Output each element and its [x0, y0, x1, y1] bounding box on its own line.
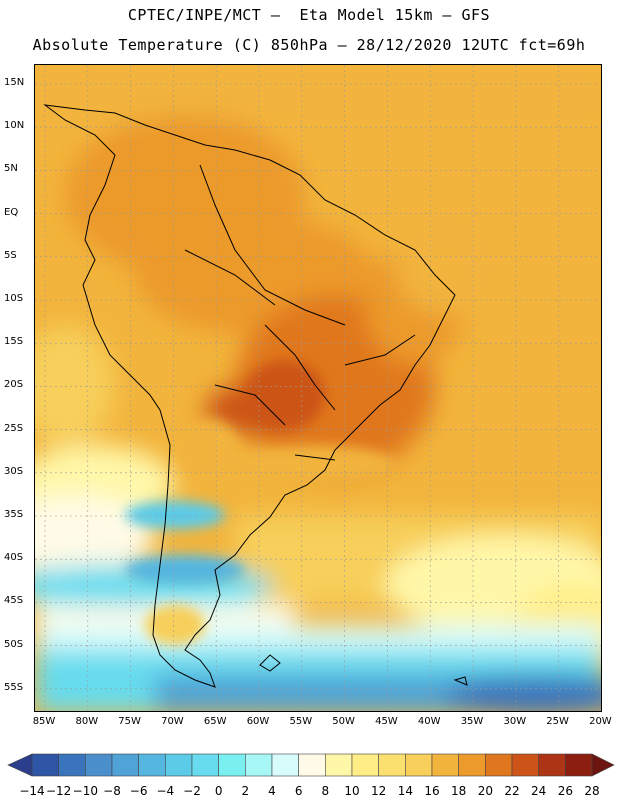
colorbar-swatch: [138, 753, 166, 777]
longitude-label: 40W: [417, 716, 441, 727]
colorbar-swatch: [485, 753, 513, 777]
colorbar-swatch: [58, 753, 86, 777]
colorbar-label: 20: [477, 784, 493, 798]
colorbar-arrow-low: [7, 753, 33, 777]
chart-title: CPTEC/INPE/MCT – Eta Model 15km – GFS: [127, 6, 491, 24]
longitude-label: 70W: [161, 716, 184, 727]
latitude-label: 15S: [4, 336, 24, 348]
longitude-label: 30W: [503, 716, 527, 727]
latitude-label: 10N: [4, 120, 25, 132]
colorbar-swatch: [458, 753, 486, 777]
coastlines: [43, 104, 468, 688]
longitude-label: 20W: [589, 716, 612, 727]
latitude-label: 15N: [4, 77, 25, 88]
map-canvas: [35, 65, 601, 711]
colorbar-label: 6: [294, 784, 303, 798]
colorbar-label: 22: [504, 784, 520, 798]
colorbar-label: −10: [72, 784, 98, 798]
colorbar-label: −8: [103, 784, 121, 798]
temperature-map: [34, 64, 602, 712]
colorbar-swatch: [405, 753, 433, 777]
latitude-label: 20S: [4, 379, 24, 391]
colorbar-swatch: [245, 753, 273, 777]
longitude-label: 80W: [75, 716, 99, 727]
chart-subtitle: Absolute Temperature (C) 850hPa – 28/12/…: [32, 36, 586, 54]
latitude-label: 40S: [4, 552, 24, 564]
colorbar-swatch: [191, 753, 219, 777]
colorbar-swatch: [538, 753, 566, 777]
colorbar-label: 28: [584, 784, 600, 798]
colorbar-swatch: [431, 753, 459, 777]
colorbar-label: −12: [45, 784, 72, 798]
colorbar-swatch: [218, 753, 246, 777]
latitude-label: 35S: [4, 509, 24, 520]
latitude-label: 5S: [4, 249, 17, 261]
colorbar-label: 0: [214, 784, 223, 798]
latitude-label: 30S: [4, 465, 24, 477]
colorbar-label: 12: [371, 784, 387, 798]
colorbar-swatch: [378, 753, 406, 777]
colorbar: [7, 753, 615, 777]
temperature-field: [35, 65, 601, 711]
colorbar-label: 4: [268, 784, 276, 798]
colorbar-label: 16: [424, 784, 440, 798]
colorbar-label: 2: [241, 784, 250, 798]
colorbar-swatch: [325, 753, 353, 777]
colorbar-label: 24: [531, 784, 547, 798]
temperature-field-detail: [125, 360, 395, 645]
latitude-label: 45S: [4, 595, 24, 607]
colorbar-label: 18: [451, 784, 467, 798]
colorbar-swatch: [565, 753, 593, 777]
colorbar-arrow-high: [591, 753, 615, 777]
colorbar-label: −6: [129, 784, 148, 798]
colorbar-swatch: [31, 753, 59, 777]
latitude-label: 25S: [4, 422, 24, 434]
latitude-label: 10S: [4, 293, 24, 304]
latitude-label: EQ: [4, 206, 19, 218]
longitude-label: 45W: [375, 716, 398, 727]
longitude-label: 35W: [460, 716, 484, 727]
colorbar-label: 10: [344, 784, 360, 798]
longitude-label: 50W: [332, 716, 355, 727]
longitude-label: 25W: [546, 716, 569, 727]
colorbar-swatch: [351, 753, 379, 777]
longitude-label: 85W: [32, 716, 56, 727]
colorbar-swatch: [271, 753, 299, 777]
colorbar-label: 14: [397, 784, 413, 798]
colorbar-swatch: [298, 753, 326, 777]
longitude-label: 55W: [289, 716, 313, 727]
latitude-label: 5N: [4, 163, 18, 175]
longitude-label: 65W: [203, 716, 227, 727]
latitude-label: 50S: [4, 638, 24, 650]
colorbar-swatch: [85, 753, 113, 777]
colorbar-swatch: [165, 753, 193, 777]
colorbar-label: 26: [557, 784, 573, 798]
longitude-label: 75W: [118, 716, 141, 727]
colorbar-label: 8: [321, 784, 330, 798]
colorbar-swatch: [511, 753, 539, 777]
latitude-label: 55S: [4, 681, 24, 693]
colorbar-label: −2: [183, 784, 201, 798]
colorbar-label: −14: [19, 784, 45, 798]
colorbar-label: −4: [156, 784, 175, 798]
colorbar-swatch: [111, 753, 139, 777]
longitude-label: 60W: [246, 716, 270, 727]
